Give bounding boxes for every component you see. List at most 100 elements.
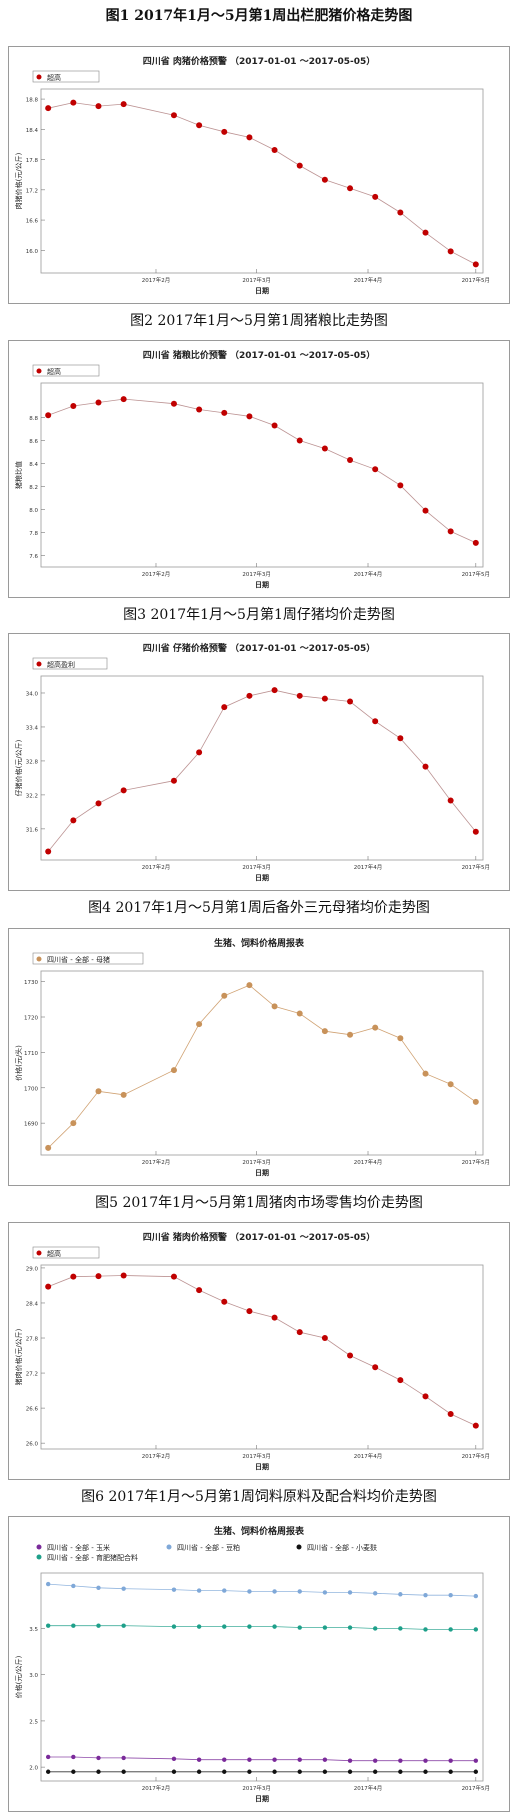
chart-title: 生猪、饲料价格周报表: [214, 1525, 305, 1537]
data-point: [222, 1624, 227, 1629]
plot-area: [40, 1572, 484, 1782]
plot-area: [40, 88, 484, 274]
y-tick-label: 33.4: [26, 725, 39, 731]
data-point: [171, 1587, 177, 1592]
data-point: [196, 749, 203, 756]
data-point: [120, 787, 127, 794]
data-point: [321, 1028, 328, 1035]
data-point: [272, 1769, 277, 1774]
data-point: [96, 1585, 101, 1590]
data-point: [71, 1769, 76, 1774]
data-point: [120, 101, 127, 108]
legend-box: [32, 657, 108, 670]
data-point: [171, 1756, 177, 1762]
x-tick-label: 2017年5月: [462, 1452, 491, 1460]
chart-title: 四川省 仔猪价格预警 （2017-01-01 ～2017-05-05）: [143, 642, 376, 654]
data-point: [222, 1588, 227, 1593]
data-point: [422, 507, 429, 514]
series-line: [48, 1275, 476, 1426]
legend-box: [32, 364, 100, 377]
data-point: [472, 1422, 479, 1429]
series-line: [48, 398, 476, 544]
data-point: [95, 399, 102, 406]
data-point: [271, 422, 278, 429]
data-point: [448, 1758, 453, 1763]
data-point: [272, 1757, 277, 1762]
legend-marker: [36, 1544, 42, 1550]
legend-label: 四川省 - 全部 - 母猪: [47, 955, 110, 964]
data-point: [196, 1624, 202, 1629]
x-tick-label: 2017年5月: [462, 570, 491, 578]
y-tick-label: 8.2: [29, 485, 38, 491]
chart-title: 四川省 猪粮比价预警 （2017-01-01 ～2017-05-05）: [143, 349, 376, 361]
data-point: [45, 1144, 52, 1151]
data-point: [296, 1010, 303, 1017]
data-point: [171, 1624, 177, 1629]
data-point: [45, 1769, 51, 1774]
data-point: [71, 1583, 76, 1589]
data-point: [321, 445, 328, 452]
plot-area: [40, 382, 484, 568]
x-tick-label: 2017年2月: [142, 863, 171, 871]
data-point: [398, 1626, 403, 1631]
y-tick-label: 27.2: [26, 1372, 38, 1378]
data-point: [372, 193, 379, 200]
data-point: [296, 437, 303, 444]
data-point: [296, 1329, 303, 1336]
x-tick-label: 2017年3月: [242, 570, 271, 578]
data-point: [473, 1769, 479, 1774]
legend-marker: [36, 368, 42, 374]
legend-label: 超高: [47, 367, 61, 376]
y-axis-label: 价格(元/公斤): [14, 1655, 23, 1698]
legend-label: 四川省 - 全部 - 育肥猪配合料: [47, 1553, 138, 1562]
y-tick-label: 27.8: [26, 1337, 39, 1343]
x-tick-label: 2017年4月: [354, 863, 383, 871]
data-point: [45, 848, 52, 855]
x-axis-label: 日期: [255, 1794, 269, 1803]
data-point: [422, 229, 429, 236]
data-point: [398, 1758, 403, 1763]
data-point: [246, 1308, 253, 1315]
legend-label: 四川省 - 全部 - 豆粕: [177, 1543, 240, 1552]
x-tick-label: 2017年3月: [242, 1452, 271, 1460]
data-point: [121, 1623, 126, 1628]
data-point: [297, 1757, 302, 1762]
y-tick-label: 3.0: [29, 1673, 38, 1679]
data-point: [196, 1757, 202, 1762]
x-tick-label: 2017年2月: [142, 1452, 171, 1460]
data-point: [247, 1624, 252, 1629]
x-tick-label: 2017年2月: [142, 1158, 171, 1166]
data-point: [448, 1592, 453, 1598]
series-line: [47, 984, 477, 1149]
y-tick-label: 28.4: [26, 1301, 39, 1307]
data-point: [472, 828, 479, 835]
data-point: [271, 1314, 278, 1321]
data-point: [120, 1272, 127, 1279]
data-point: [170, 400, 177, 407]
data-point: [70, 99, 77, 106]
chart-title: 四川省 肉猪价格预警 （2017-01-01 ～2017-05-05）: [143, 55, 376, 67]
legend-label: 四川省 - 全部 - 玉米: [47, 1543, 110, 1552]
data-point: [372, 1591, 378, 1596]
x-axis-label: 日期: [255, 1462, 269, 1471]
data-point: [322, 1769, 328, 1774]
chart-5: 四川省 猪肉价格预警 （2017-01-01 ～2017-05-05） 超高 26.…: [14, 1231, 491, 1471]
plot-area: [40, 1264, 484, 1450]
data-point: [96, 1623, 101, 1628]
data-point: [398, 1592, 403, 1597]
data-point: [96, 1769, 101, 1774]
y-tick-label: 1690: [24, 1122, 38, 1128]
chart-panel-3: 四川省 仔猪价格预警 （2017-01-01 ～2017-05-05） 超高盈利 3…: [8, 633, 510, 891]
x-tick-label: 2017年4月: [354, 1452, 383, 1460]
legend-marker: [36, 956, 42, 962]
data-point: [397, 735, 404, 742]
legend-label: 超高盈利: [47, 660, 75, 669]
series-line: [48, 102, 476, 265]
data-point: [423, 1592, 428, 1598]
data-point: [170, 777, 177, 784]
x-tick-label: 2017年3月: [242, 276, 271, 284]
chart-3: 四川省 仔猪价格预警 （2017-01-01 ～2017-05-05） 超高盈利 3…: [14, 642, 490, 882]
legend-marker: [36, 1554, 42, 1560]
x-tick-label: 2017年2月: [142, 1784, 171, 1792]
legend-marker: [36, 74, 42, 80]
